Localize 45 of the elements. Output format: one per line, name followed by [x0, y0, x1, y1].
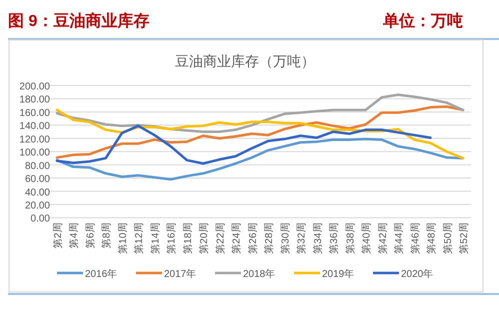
- x-tick-label: 第36周: [328, 222, 340, 254]
- x-tick-label: 第26周: [246, 222, 259, 254]
- x-tick-label: 第18周: [182, 222, 194, 254]
- x-tick-label: 第20周: [198, 222, 210, 254]
- x-tick-label: 第34周: [312, 222, 324, 254]
- legend-label: 2017年: [164, 268, 196, 280]
- y-tick-label: 160.00: [19, 108, 50, 119]
- x-tick-label: 第2周: [52, 222, 64, 248]
- x-tick-label: 第38周: [344, 222, 356, 254]
- y-tick-label: 80.00: [24, 160, 50, 172]
- legend-label: 2020年: [401, 268, 434, 280]
- x-tick-label: 第12周: [133, 222, 146, 254]
- y-tick-label: 180.00: [19, 94, 50, 106]
- y-tick-label: 140.00: [19, 121, 50, 132]
- y-tick-label: 60.00: [24, 174, 50, 186]
- x-tick-label: 第46周: [409, 222, 422, 254]
- annotation: 单位：万吨: [383, 13, 463, 30]
- legend-label: 2016年: [85, 268, 118, 280]
- legend-label: 2019年: [322, 268, 354, 280]
- y-tick-label: 120.00: [19, 134, 50, 146]
- x-tick-label: 第22周: [214, 222, 226, 254]
- x-tick-label: 第8周: [100, 222, 113, 248]
- x-tick-label: 第50周: [442, 222, 454, 254]
- y-tick-label: 0.00: [30, 214, 50, 225]
- x-tick-label: 第6周: [84, 222, 96, 248]
- x-tick-label: 第28周: [263, 222, 276, 254]
- y-tick-label: 100.00: [19, 148, 50, 159]
- x-tick-label: 第16周: [166, 222, 178, 254]
- x-tick-label: 第52周: [458, 222, 470, 254]
- title: 图 9：豆油商业库存: [8, 13, 150, 30]
- x-tick-label: 第30周: [279, 222, 292, 254]
- x-tick-label: 第42周: [376, 222, 389, 254]
- x-tick-label: 第44周: [393, 222, 406, 254]
- x-tick-label: 第40周: [360, 222, 373, 254]
- x-tick-label: 第14周: [149, 222, 162, 254]
- y-tick-label: 40.00: [24, 187, 50, 198]
- x-tick-label: 第10周: [116, 222, 129, 254]
- y-tick-label: 20.00: [24, 200, 50, 212]
- x-tick-label: 第32周: [296, 222, 308, 254]
- x-tick-label: 第48周: [426, 222, 438, 254]
- subtitle: 豆油商业库存（万吨）: [175, 53, 315, 69]
- x-tick-label: 第24周: [230, 222, 243, 254]
- y-tick-label: 200.00: [19, 82, 50, 92]
- legend-label: 2018年: [243, 268, 276, 280]
- x-tick-label: 第4周: [68, 222, 80, 248]
